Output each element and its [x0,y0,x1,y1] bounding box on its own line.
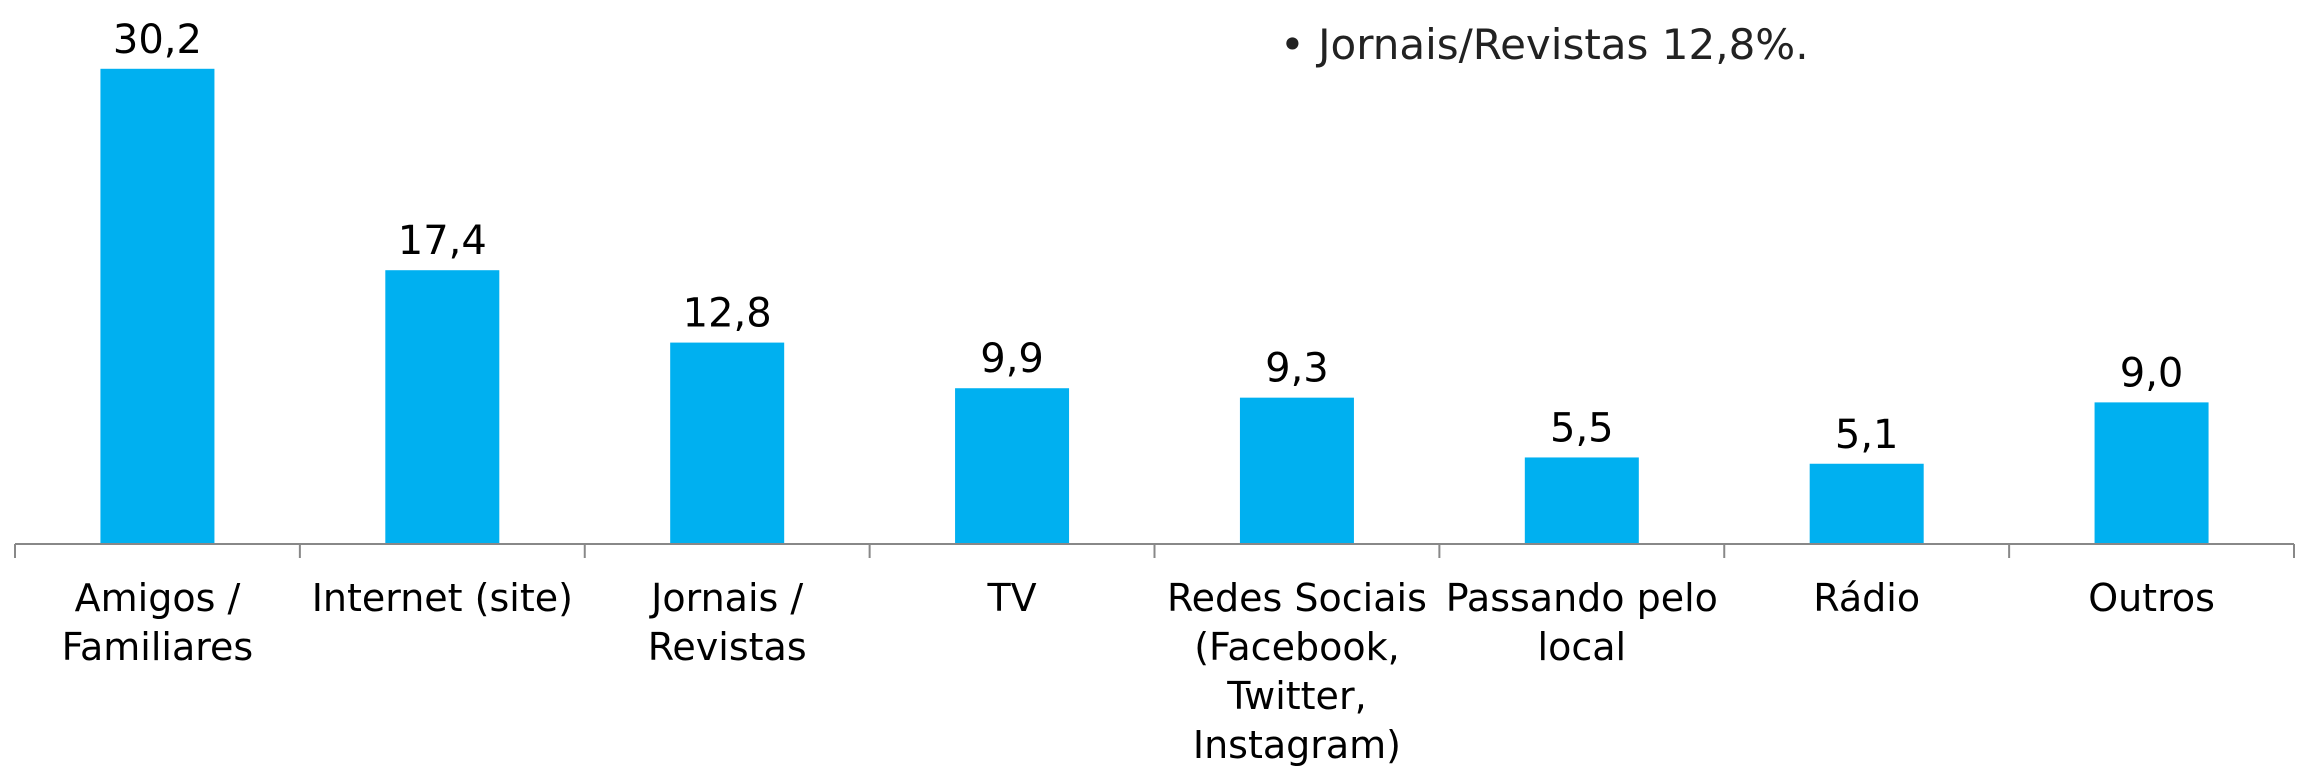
data-label: 5,5 [1550,405,1614,451]
data-label: 9,3 [1265,346,1329,392]
data-label: 9,9 [980,336,1044,382]
bar [670,342,785,544]
bar [1524,457,1639,544]
data-label: 12,8 [683,291,772,337]
x-tick-label: Internet (site) [311,576,573,620]
data-label: 17,4 [398,218,487,264]
x-tick-label: TV [987,576,1037,620]
x-tick-label: Redes Sociais (Facebook, Twitter, Instag… [1166,576,1427,767]
bar [2094,402,2209,544]
x-tick-label: Jornais / Revistas [647,576,807,669]
data-label: 5,1 [1835,412,1899,458]
bar [100,68,215,544]
x-tick-label: Rádio [1813,576,1921,620]
bar [1239,397,1354,544]
bar [1809,463,1924,544]
x-tick-label: Passando pelo local [1445,576,1718,669]
annotation: • Jornais/Revistas 12,8%. [1280,20,1809,69]
bar [955,388,1070,544]
bar [385,270,500,544]
data-label: 9,0 [2120,350,2184,396]
x-tick-label: Amigos / Familiares [61,576,254,669]
data-label: 30,2 [113,17,202,63]
x-tick-label: Outros [2088,576,2215,620]
